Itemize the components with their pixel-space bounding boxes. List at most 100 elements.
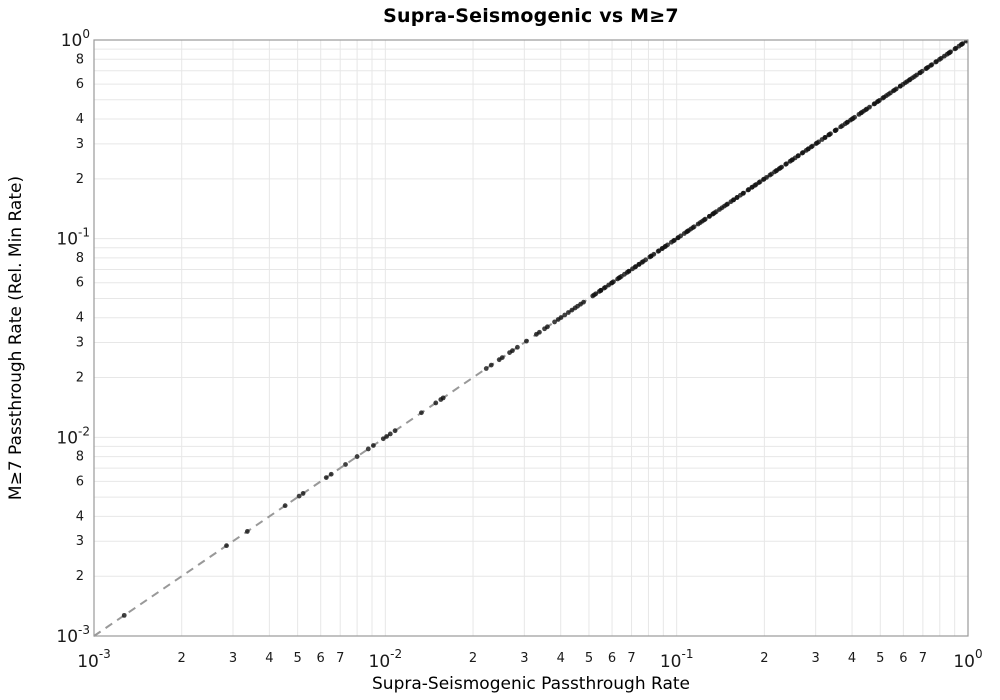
x-minor-tick-label: 3 bbox=[812, 651, 820, 666]
data-point bbox=[833, 127, 839, 133]
data-point bbox=[893, 86, 899, 92]
data-point bbox=[244, 529, 250, 534]
x-minor-tick-label: 4 bbox=[557, 651, 565, 666]
data-point bbox=[343, 462, 348, 467]
data-point bbox=[665, 242, 670, 248]
x-minor-tick-label: 3 bbox=[520, 651, 528, 666]
y-minor-tick-label: 2 bbox=[76, 371, 84, 386]
data-point bbox=[510, 348, 515, 354]
x-major-tick-label: 10-2 bbox=[369, 647, 403, 672]
x-minor-tick-label: 4 bbox=[848, 651, 856, 666]
data-point bbox=[789, 157, 795, 163]
data-point bbox=[740, 191, 746, 196]
data-point bbox=[671, 237, 677, 243]
data-point bbox=[419, 410, 424, 416]
data-point bbox=[282, 503, 288, 509]
x-minor-tick-label: 5 bbox=[585, 651, 593, 666]
data-point bbox=[948, 49, 953, 55]
data-point bbox=[828, 131, 833, 137]
y-minor-tick-label: 4 bbox=[76, 509, 84, 524]
data-point bbox=[809, 143, 815, 149]
y-major-tick-label: 10-2 bbox=[56, 424, 90, 448]
x-minor-tick-label: 3 bbox=[229, 651, 237, 666]
data-point bbox=[581, 299, 586, 305]
data-point bbox=[121, 612, 127, 618]
data-point bbox=[757, 179, 763, 185]
data-point bbox=[867, 104, 872, 110]
data-point bbox=[691, 224, 697, 230]
data-point bbox=[433, 400, 439, 406]
data-point bbox=[524, 338, 529, 344]
data-point bbox=[323, 475, 329, 481]
y-minor-tick-label: 3 bbox=[76, 336, 84, 351]
y-minor-tick-label: 4 bbox=[76, 112, 84, 127]
data-point bbox=[731, 197, 736, 203]
data-point bbox=[300, 491, 306, 496]
x-minor-tick-label: 7 bbox=[336, 651, 344, 666]
x-minor-tick-label: 2 bbox=[178, 651, 186, 666]
data-point bbox=[328, 471, 334, 477]
data-point bbox=[610, 279, 616, 285]
x-minor-tick-label: 6 bbox=[317, 651, 325, 666]
data-point bbox=[929, 62, 935, 68]
data-point bbox=[387, 431, 393, 437]
data-point bbox=[562, 312, 568, 318]
data-point bbox=[960, 41, 966, 47]
data-point bbox=[545, 324, 550, 330]
x-minor-tick-label: 4 bbox=[265, 651, 273, 666]
data-point bbox=[678, 233, 684, 239]
data-point bbox=[701, 217, 707, 223]
x-minor-tick-label: 7 bbox=[919, 651, 927, 666]
data-point bbox=[515, 344, 520, 350]
data-point bbox=[537, 329, 542, 335]
x-axis-label: Supra-Seismogenic Passthrough Rate bbox=[372, 674, 690, 694]
y-minor-tick-label: 8 bbox=[76, 251, 84, 266]
x-minor-tick-label: 6 bbox=[899, 651, 907, 666]
data-point bbox=[593, 291, 599, 297]
data-point bbox=[643, 257, 649, 263]
data-point bbox=[354, 454, 360, 459]
data-point bbox=[919, 68, 925, 74]
x-minor-tick-label: 2 bbox=[469, 651, 477, 666]
y-minor-tick-label: 4 bbox=[76, 311, 84, 326]
data-point bbox=[296, 493, 302, 499]
y-major-tick-label: 10-3 bbox=[56, 623, 90, 647]
x-major-tick-label: 10-1 bbox=[660, 647, 694, 672]
data-point bbox=[440, 395, 446, 401]
y-major-tick-label: 100 bbox=[61, 27, 90, 51]
y-minor-tick-label: 3 bbox=[76, 534, 84, 549]
data-point bbox=[392, 428, 398, 434]
y-minor-tick-label: 8 bbox=[76, 52, 84, 67]
data-point bbox=[877, 97, 882, 103]
scatter-points bbox=[121, 40, 968, 618]
data-point bbox=[724, 202, 730, 207]
y-minor-tick-label: 6 bbox=[76, 77, 84, 92]
data-point bbox=[795, 153, 801, 159]
data-point bbox=[483, 366, 489, 371]
data-point bbox=[365, 446, 371, 452]
data-point bbox=[552, 319, 557, 325]
x-minor-tick-label: 5 bbox=[293, 651, 301, 666]
y-minor-tick-label: 3 bbox=[76, 137, 84, 152]
x-major-tick-label: 100 bbox=[953, 647, 982, 672]
data-point bbox=[566, 310, 571, 315]
data-point bbox=[499, 355, 505, 360]
data-point bbox=[632, 264, 638, 270]
data-point bbox=[799, 150, 805, 156]
y-minor-tick-label: 8 bbox=[76, 450, 84, 465]
x-minor-tick-label: 7 bbox=[627, 651, 635, 666]
data-point bbox=[224, 543, 229, 549]
data-point bbox=[844, 120, 850, 125]
y-minor-tick-label: 6 bbox=[76, 276, 84, 291]
chart-title: Supra-Seismogenic vs M≥7 bbox=[383, 5, 679, 27]
data-point bbox=[651, 251, 657, 257]
data-point bbox=[822, 135, 828, 140]
data-point bbox=[488, 362, 494, 368]
data-point bbox=[626, 268, 632, 274]
data-point bbox=[816, 139, 821, 145]
data-point bbox=[779, 164, 785, 170]
data-point bbox=[558, 315, 564, 320]
